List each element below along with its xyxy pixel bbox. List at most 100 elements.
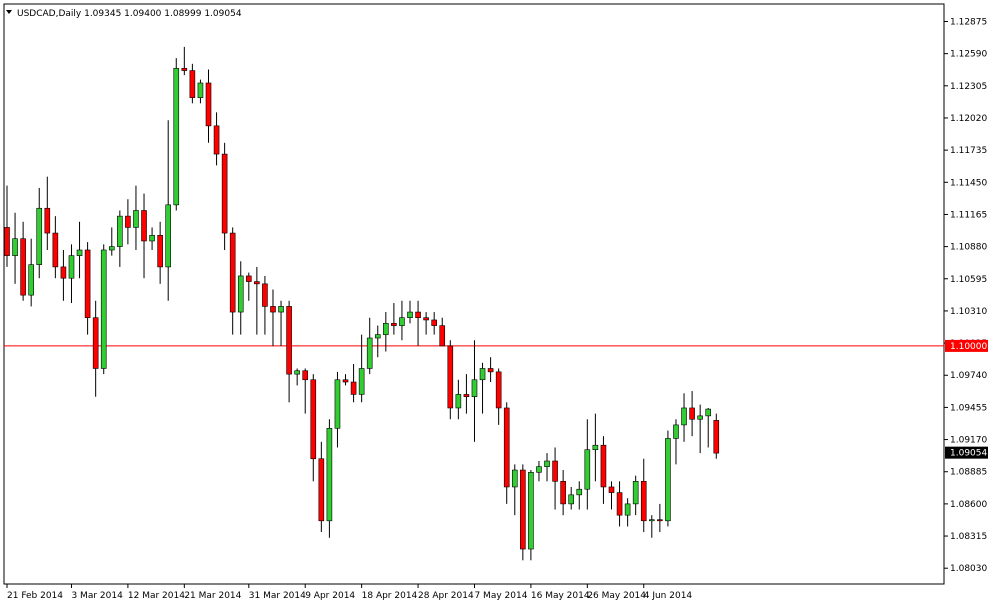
candle-body-bull: [117, 215, 123, 247]
candle[interactable]: [173, 58, 180, 211]
candle[interactable]: [318, 441, 325, 533]
candle[interactable]: [221, 142, 228, 250]
candle[interactable]: [254, 266, 260, 335]
candle[interactable]: [310, 374, 317, 482]
candle[interactable]: [383, 312, 389, 352]
candle[interactable]: [568, 486, 575, 510]
candle[interactable]: [495, 368, 502, 425]
candle[interactable]: [455, 379, 462, 420]
candle[interactable]: [640, 458, 647, 533]
candle[interactable]: [270, 289, 276, 346]
dropdown-triangle-icon[interactable]: [6, 10, 12, 14]
candle[interactable]: [632, 475, 639, 516]
candle[interactable]: [294, 368, 300, 386]
candle[interactable]: [84, 242, 91, 335]
candle[interactable]: [141, 193, 147, 279]
candle[interactable]: [278, 300, 284, 346]
candle[interactable]: [592, 413, 599, 482]
candle[interactable]: [326, 419, 333, 538]
candle[interactable]: [447, 340, 454, 420]
candle[interactable]: [657, 503, 663, 533]
candle[interactable]: [286, 300, 292, 403]
y-tick-label: 1.10880: [950, 243, 987, 253]
candle[interactable]: [471, 340, 478, 442]
candle[interactable]: [366, 317, 373, 375]
candle[interactable]: [689, 391, 695, 437]
candle[interactable]: [423, 312, 429, 335]
candle[interactable]: [262, 275, 268, 335]
candle[interactable]: [697, 404, 703, 454]
candle[interactable]: [108, 227, 115, 256]
candle[interactable]: [133, 185, 139, 250]
candle[interactable]: [576, 481, 583, 510]
candle[interactable]: [415, 300, 421, 346]
candle-body-bear: [600, 444, 607, 488]
candle[interactable]: [197, 79, 204, 104]
candle[interactable]: [560, 470, 566, 516]
candle[interactable]: [76, 221, 83, 279]
candle[interactable]: [374, 325, 381, 358]
candle[interactable]: [713, 413, 720, 459]
candle[interactable]: [479, 362, 486, 414]
candle[interactable]: [12, 212, 18, 284]
candle[interactable]: [673, 419, 679, 465]
candle[interactable]: [552, 447, 558, 510]
candle[interactable]: [616, 481, 623, 527]
candle[interactable]: [334, 371, 341, 448]
candle[interactable]: [544, 453, 550, 482]
candle[interactable]: [487, 357, 494, 383]
candle[interactable]: [237, 261, 244, 335]
plot-area: [3, 3, 945, 585]
candle[interactable]: [536, 461, 542, 482]
candle[interactable]: [439, 317, 446, 347]
candle-body-bull: [673, 424, 679, 439]
candle[interactable]: [165, 120, 171, 301]
candle[interactable]: [463, 374, 470, 414]
candle[interactable]: [665, 430, 671, 527]
candle[interactable]: [342, 374, 349, 386]
candle-body-bear: [181, 68, 188, 71]
candle[interactable]: [229, 227, 236, 335]
candle[interactable]: [149, 227, 155, 250]
candle[interactable]: [205, 69, 212, 143]
candle[interactable]: [302, 368, 309, 414]
candle[interactable]: [100, 244, 107, 375]
candle[interactable]: [358, 334, 365, 403]
candle[interactable]: [391, 303, 397, 335]
candle[interactable]: [117, 210, 123, 267]
candle[interactable]: [60, 249, 67, 301]
candle[interactable]: [246, 272, 252, 301]
candle[interactable]: [157, 221, 163, 284]
candle[interactable]: [52, 216, 59, 279]
candle[interactable]: [92, 300, 99, 397]
candle-body-bear: [552, 460, 558, 482]
candle[interactable]: [407, 300, 413, 324]
candle[interactable]: [213, 112, 220, 166]
candle[interactable]: [624, 498, 631, 527]
candle[interactable]: [181, 46, 188, 76]
candle[interactable]: [520, 464, 526, 561]
candle[interactable]: [705, 407, 712, 448]
candle[interactable]: [511, 464, 518, 516]
candle[interactable]: [503, 402, 510, 504]
candle-body-bear: [657, 519, 663, 522]
candle[interactable]: [44, 176, 51, 250]
candle[interactable]: [528, 470, 534, 561]
candle[interactable]: [20, 221, 26, 301]
candle[interactable]: [68, 244, 75, 304]
candle[interactable]: [350, 363, 357, 403]
candle[interactable]: [399, 300, 405, 341]
candle[interactable]: [600, 436, 607, 504]
current-price-label: 1.09054: [950, 449, 987, 459]
candle[interactable]: [189, 63, 196, 104]
candle[interactable]: [584, 419, 591, 510]
candle[interactable]: [28, 238, 34, 307]
candle[interactable]: [648, 515, 655, 538]
candle[interactable]: [431, 312, 437, 335]
candle[interactable]: [125, 199, 131, 245]
candle[interactable]: [681, 393, 687, 442]
candle[interactable]: [608, 481, 615, 510]
candle[interactable]: [4, 185, 10, 267]
candle[interactable]: [36, 187, 43, 279]
